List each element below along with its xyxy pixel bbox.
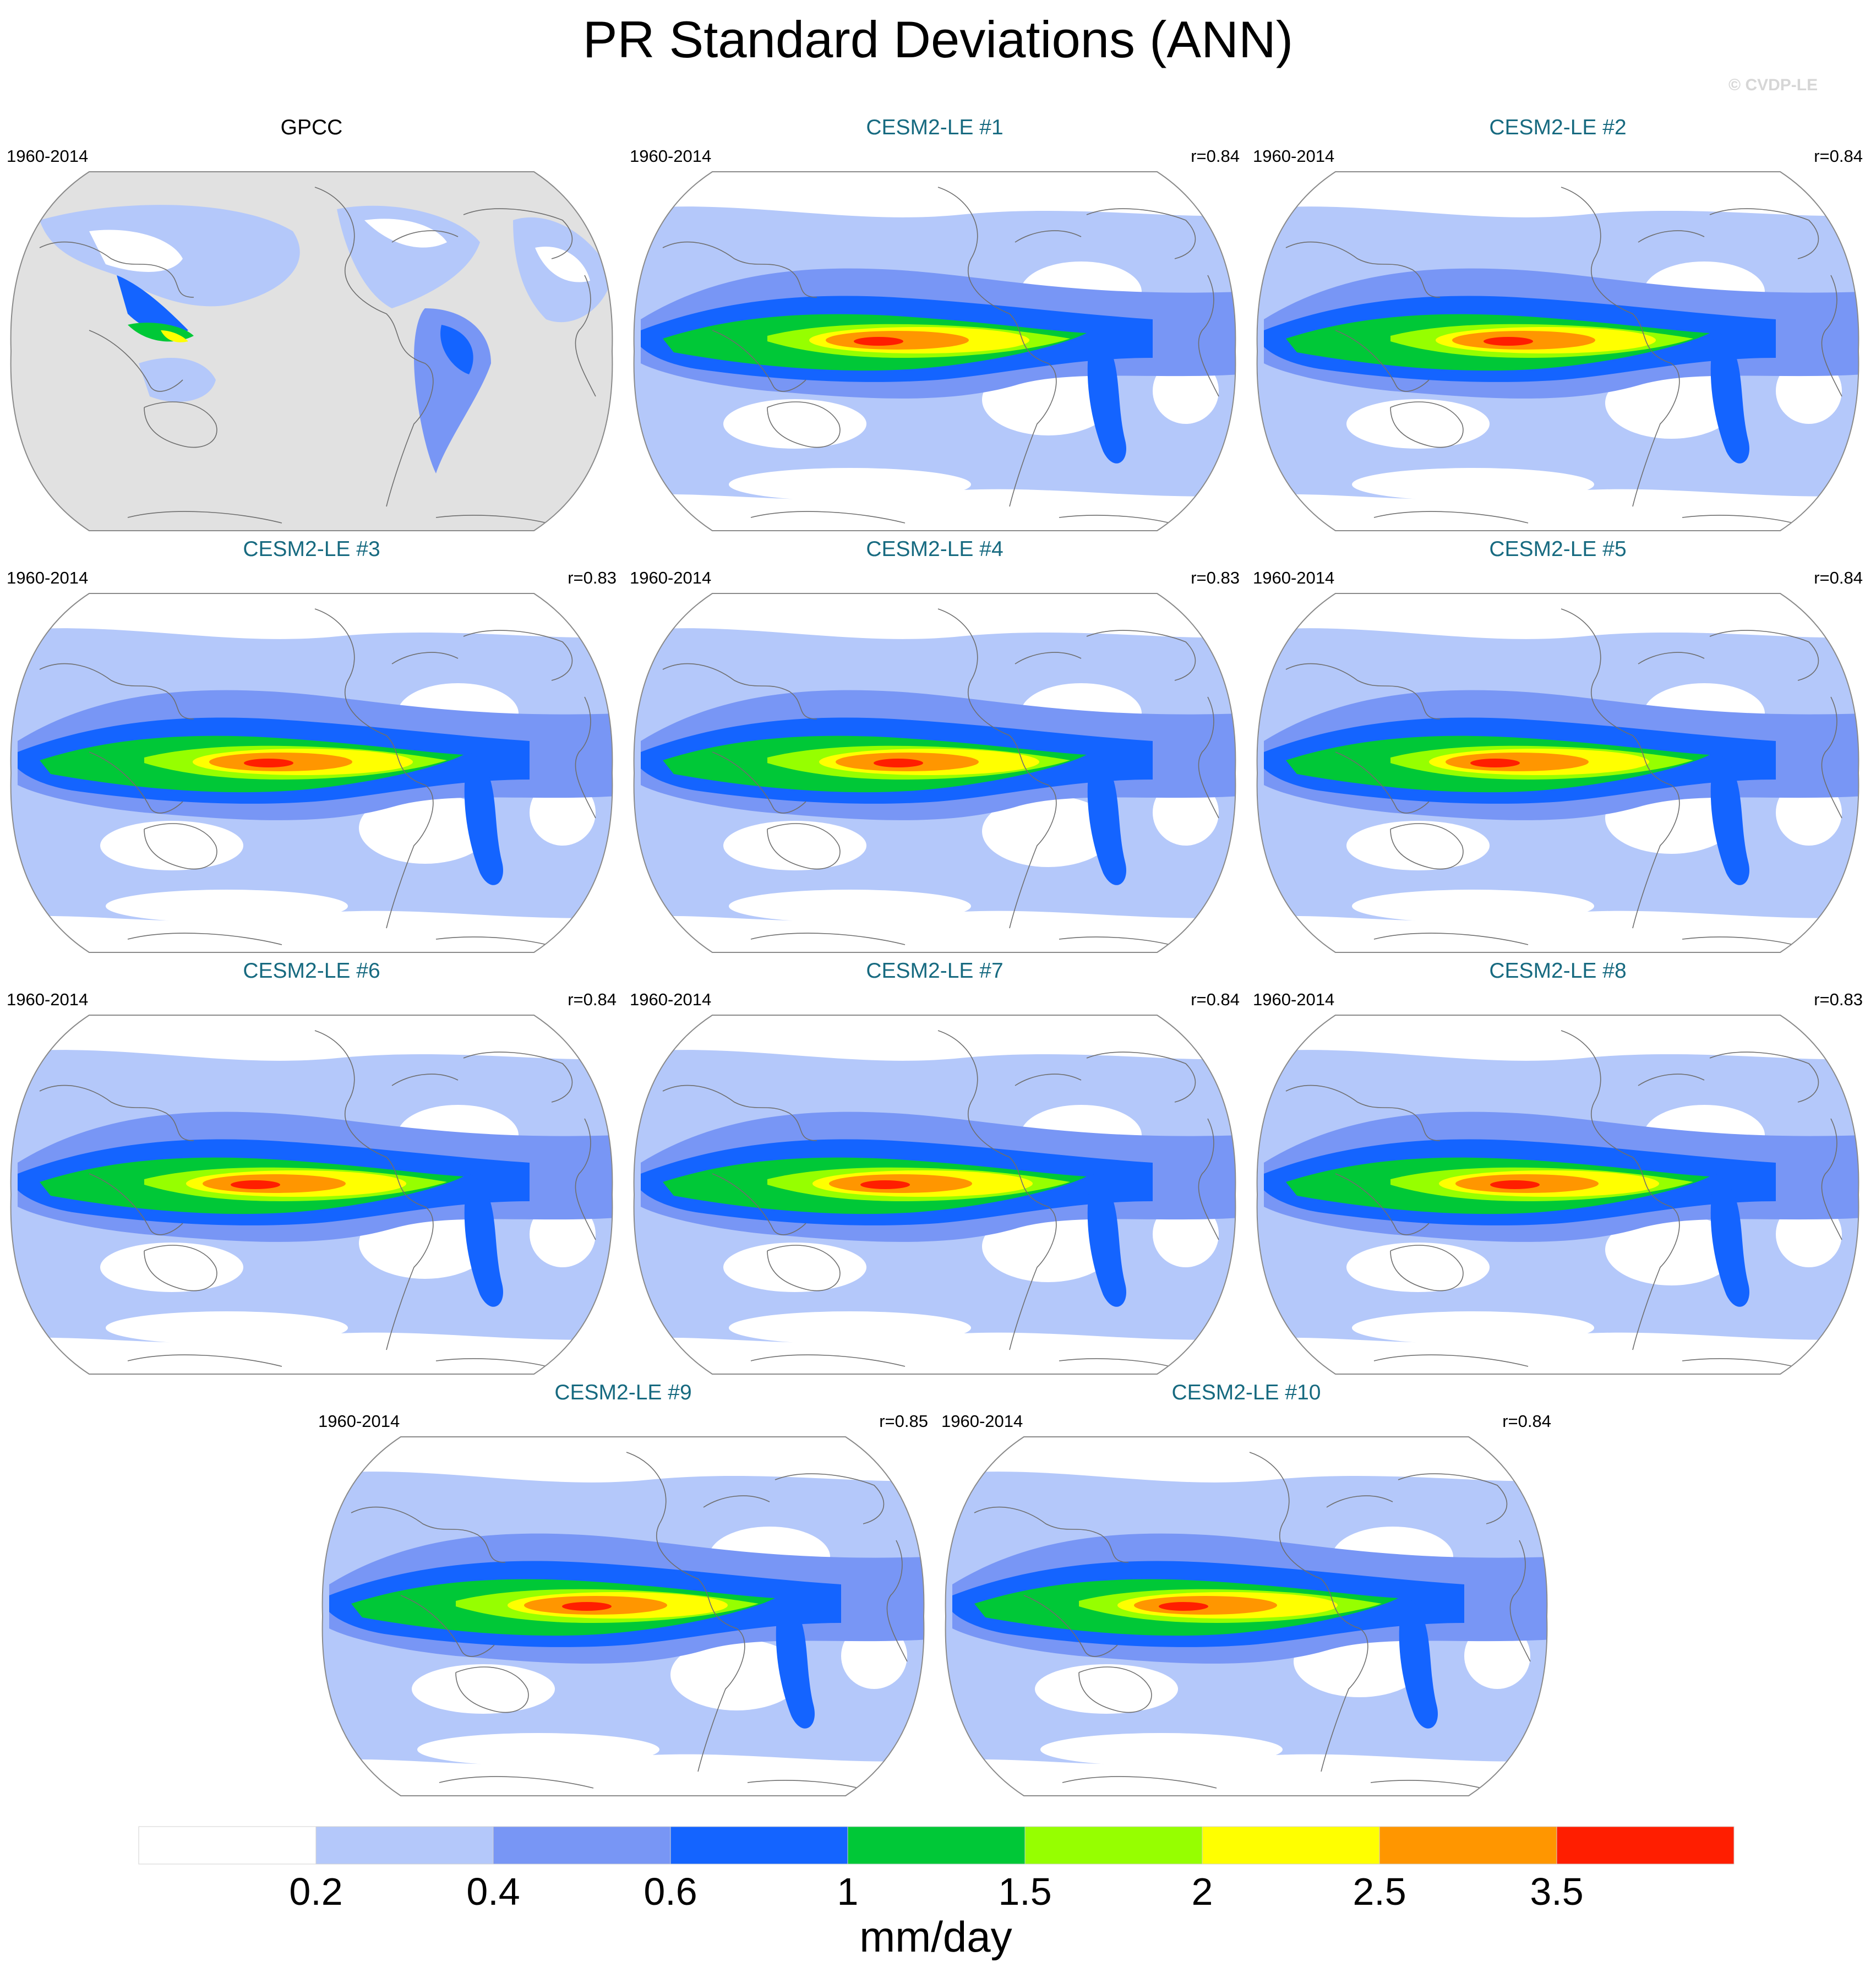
robinson-map [945,1436,1548,1796]
robinson-map [633,1015,1236,1375]
panel-correlation: r=0.84 [568,990,617,1009]
panel-title: CESM2-LE #10 [1171,1381,1321,1404]
panel-title: CESM2-LE #3 [243,537,380,561]
panel-period: 1960-2014 [7,990,89,1009]
map-panel-cesm2-le-4: CESM2-LE #4 1960-2014 r=0.83 [630,537,1240,959]
panel-period: 1960-2014 [1253,146,1335,166]
colorbar-tick-label: 0.4 [466,1870,520,1913]
panel-title: GPCC [280,116,343,139]
panel-correlation: r=0.83 [568,568,617,587]
colorbar-tick-label: 0.2 [289,1870,342,1913]
robinson-map [321,1436,925,1796]
colorbar-tick-label: 3.5 [1530,1870,1583,1913]
panel-period: 1960-2014 [1253,990,1335,1009]
robinson-map [10,1015,613,1375]
panel-period: 1960-2014 [318,1412,400,1431]
map-panel-gpcc: GPCC 1960-2014 [7,116,617,537]
colorbar-tick-label: 2.5 [1353,1870,1406,1913]
colorbar-swatch [847,1826,1026,1865]
figure-title: PR Standard Deviations (ANN) [582,10,1294,68]
panel-correlation: r=0.83 [1814,990,1863,1009]
panel-correlation: r=0.84 [1502,1412,1551,1431]
map-panel-cesm2-le-10: CESM2-LE #10 1960-2014 r=0.84 [941,1381,1551,1802]
panel-correlation: r=0.84 [1191,990,1240,1009]
panel-title: CESM2-LE #8 [1489,959,1627,983]
colorbar-swatch [1556,1826,1735,1865]
panel-period: 1960-2014 [1253,568,1335,587]
colorbar-tick-label: 0.6 [643,1870,697,1913]
colorbar-swatch [1202,1826,1380,1865]
panel-period: 1960-2014 [7,568,89,587]
panel-correlation: r=0.84 [1814,146,1863,166]
panel-title: CESM2-LE #2 [1489,116,1627,139]
panel-period: 1960-2014 [7,146,89,166]
robinson-map [10,171,613,531]
colorbar-swatch [1379,1826,1557,1865]
panel-title: CESM2-LE #9 [554,1381,692,1404]
panel-title: CESM2-LE #1 [866,116,1004,139]
map-panel-cesm2-le-5: CESM2-LE #5 1960-2014 r=0.84 [1253,537,1863,959]
panel-period: 1960-2014 [630,990,712,1009]
robinson-map [1256,1015,1859,1375]
panel-correlation: r=0.84 [1191,146,1240,166]
robinson-map [1256,593,1859,953]
panel-correlation: r=0.83 [1191,568,1240,587]
panel-title: CESM2-LE #7 [866,959,1004,983]
colorbar-swatch [1024,1826,1203,1865]
panel-correlation: r=0.84 [1814,568,1863,587]
colorbar-tick-label: 2 [1192,1870,1213,1913]
robinson-map [1256,171,1859,531]
robinson-map [10,593,613,953]
robinson-map [633,593,1236,953]
colorbar-tick-label: 1.5 [998,1870,1051,1913]
map-panel-cesm2-le-3: CESM2-LE #3 1960-2014 r=0.83 [7,537,617,959]
panel-period: 1960-2014 [630,568,712,587]
panel-period: 1960-2014 [630,146,712,166]
colorbar-units: mm/day [859,1912,1012,1961]
map-panel-cesm2-le-1: CESM2-LE #1 1960-2014 r=0.84 [630,116,1240,537]
map-panel-cesm2-le-8: CESM2-LE #8 1960-2014 r=0.83 [1253,959,1863,1381]
panel-title: CESM2-LE #5 [1489,537,1627,561]
panel-title: CESM2-LE #6 [243,959,380,983]
colorbar-swatch [138,1826,317,1865]
panel-period: 1960-2014 [941,1412,1023,1431]
colorbar-swatch [670,1826,848,1865]
panel-title: CESM2-LE #4 [866,537,1004,561]
robinson-map [633,171,1236,531]
colorbar-swatch [315,1826,494,1865]
colorbar-swatch [493,1826,671,1865]
map-panel-cesm2-le-7: CESM2-LE #7 1960-2014 r=0.84 [630,959,1240,1381]
watermark: © CVDP-LE [1728,76,1818,94]
map-panel-cesm2-le-6: CESM2-LE #6 1960-2014 r=0.84 [7,959,617,1381]
map-panel-cesm2-le-2: CESM2-LE #2 1960-2014 r=0.84 [1253,116,1863,537]
panel-correlation: r=0.85 [879,1412,928,1431]
map-panel-cesm2-le-9: CESM2-LE #9 1960-2014 r=0.85 [318,1381,928,1802]
colorbar-tick-label: 1 [837,1870,859,1913]
